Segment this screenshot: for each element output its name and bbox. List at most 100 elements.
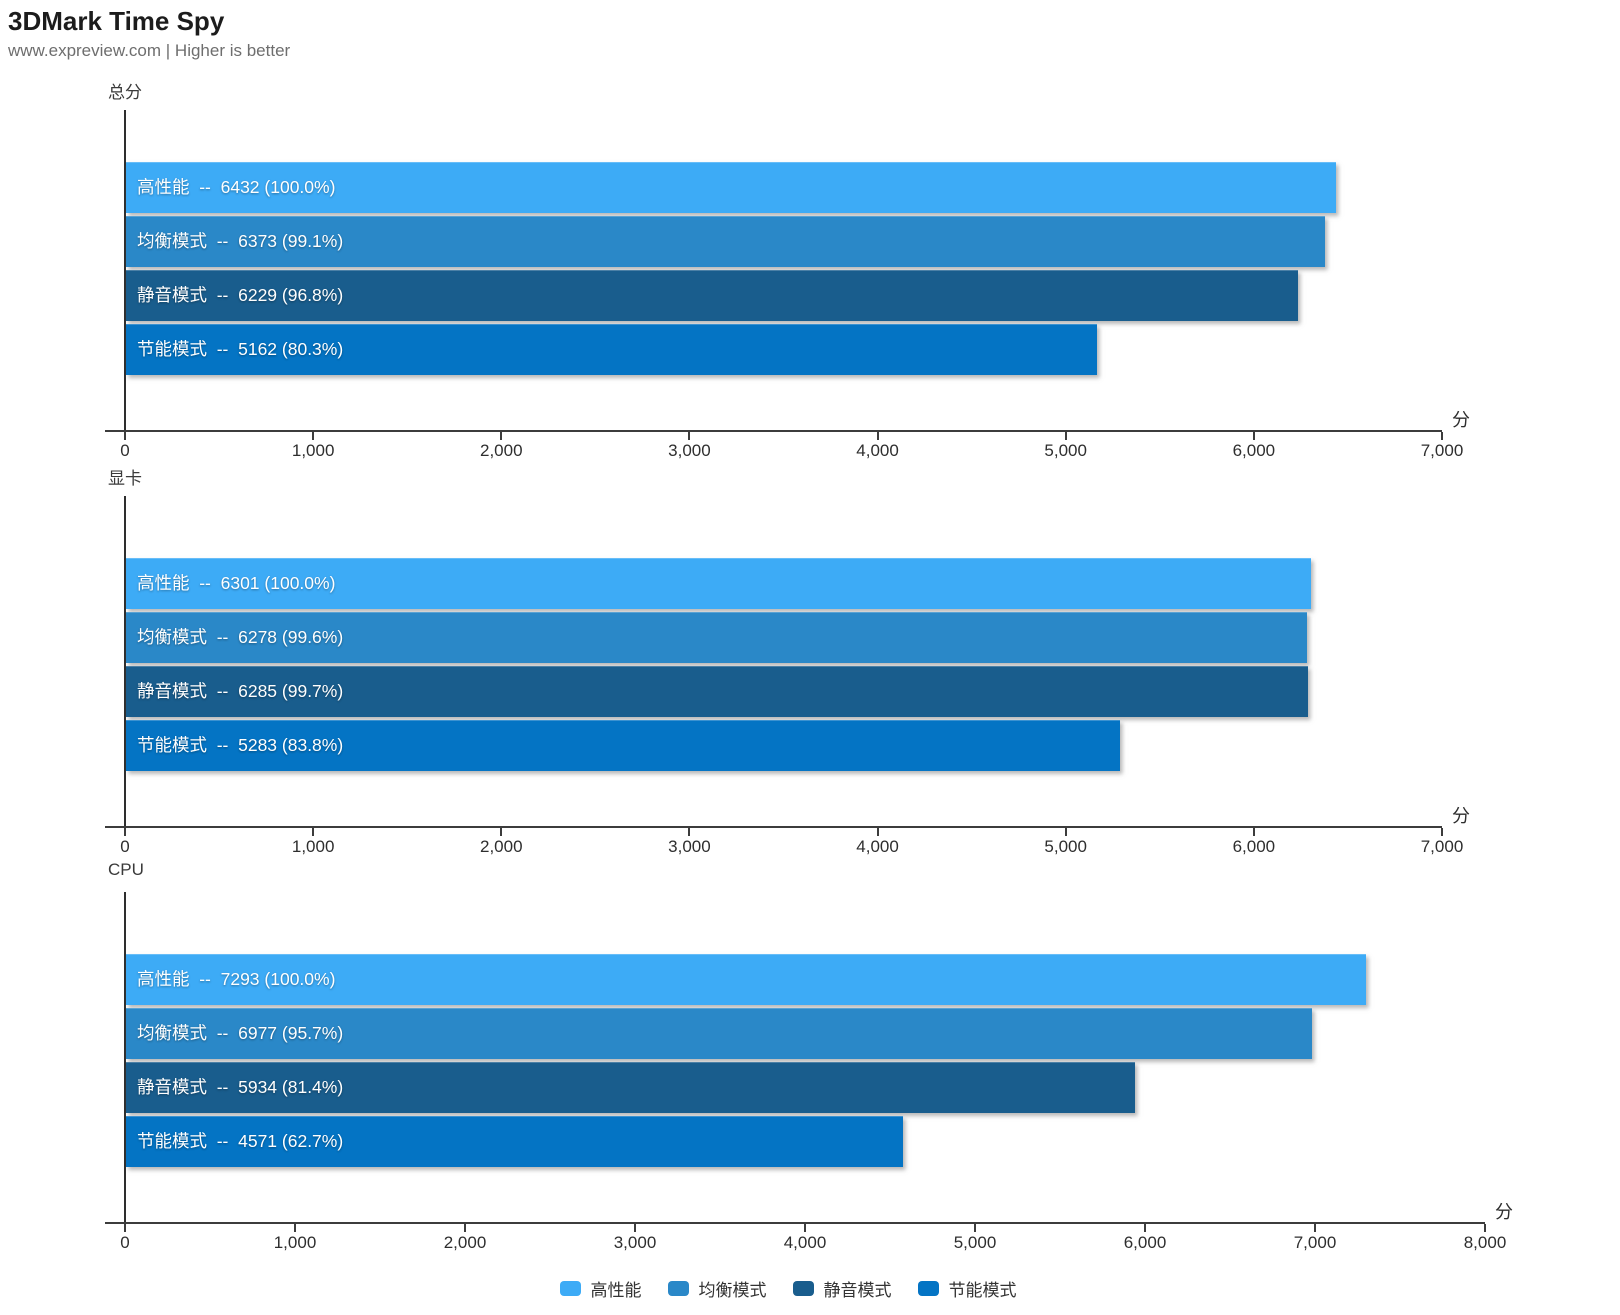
x-axis-tick [294,1224,296,1233]
x-axis-tick [1314,1224,1316,1233]
chart-title: 显卡 [108,469,142,489]
x-axis-line [105,430,1442,433]
x-axis: 0 1,000 2,000 3,000 4,000 5,000 6,000 7,000 分 [105,410,1620,464]
bar-label: 高性能 -- 7293 (100.0%) [137,969,336,990]
x-axis-tick-label: 6,000 [1232,441,1276,461]
x-axis-tick-label: 5,000 [1044,441,1087,461]
x-axis-tick [464,1224,466,1233]
x-axis-tick [634,1224,636,1233]
x-axis-tick [500,828,503,837]
legend-swatch [667,1281,689,1297]
x-axis-tick [876,828,879,837]
plot-area: 高性能 -- 7293 (100.0%) 均衡模式 -- 6977 (95.7%)… [124,892,1620,1223]
legend-label: 高性能 [590,1281,642,1301]
x-axis-tick-label: 7,000 [1420,441,1464,461]
bar-label: 均衡模式 -- 6977 (95.7%) [137,1023,344,1044]
x-axis: 0 1,000 2,000 3,000 4,000 5,000 6,000 7,000 8,00… [105,1202,1620,1256]
legend-swatch [559,1281,581,1297]
legend-label: 静音模式 [823,1281,892,1301]
x-axis-tick-label: 7,000 [1420,837,1464,857]
x-axis-tick-label: 4,000 [856,441,899,461]
chart-section-2: 显卡高性能 -- 6301 (100.0%) 均衡模式 -- 6278 (99.6… [8,464,1620,860]
bar-label: 静音模式 -- 6229 (96.8%) [137,285,344,306]
bar-label: 均衡模式 -- 6373 (99.1%) [137,231,344,252]
x-axis-tick-label: 1,000 [291,441,335,461]
bar-均衡模式: 均衡模式 -- 6373 (99.1%) [126,216,1325,268]
x-axis-tick-label: 0 [120,1233,130,1253]
x-axis-tick-label: 0 [120,441,130,461]
legend-item-节能模式: 节能模式 [917,1276,1017,1301]
x-axis-tick [500,432,503,441]
chart-title: 总分 [108,83,142,103]
x-axis-tick [1252,432,1255,441]
x-axis-tick [124,828,126,837]
x-axis-tick-label: 0 [120,837,130,857]
x-axis-tick-label: 2,000 [480,441,523,461]
x-axis-tick [1064,432,1067,441]
x-axis-tick-label: 1,000 [291,837,335,857]
bar-均衡模式: 均衡模式 -- 6977 (95.7%) [126,1008,1312,1060]
bar-静音模式: 静音模式 -- 6229 (96.8%) [126,270,1298,322]
x-axis-tick [1064,828,1067,837]
x-axis-tick [1441,828,1443,837]
page-subtitle: www.expreview.com | Higher is better [8,41,291,61]
bar-label: 节能模式 -- 4571 (62.7%) [137,1131,344,1152]
bar-label: 静音模式 -- 6285 (99.7%) [137,681,344,702]
chart-section-3: CPU 高性能 -- 7293 (100.0%) 均衡模式 -- 6977 (95.… [8,860,1620,1256]
bar-高性能: 高性能 -- 6301 (100.0%) [126,558,1311,610]
x-axis-tick-label: 3,000 [613,1233,657,1253]
x-axis-tick-label: 6,000 [1232,837,1276,857]
x-axis-tick-label: 6,000 [1123,1233,1167,1253]
legend-swatch [917,1281,939,1297]
x-axis-tick [312,432,315,441]
plot-area: 高性能 -- 6432 (100.0%) 均衡模式 -- 6373 (99.1%)… [124,110,1620,431]
legend-item-均衡模式: 均衡模式 [667,1276,767,1301]
bar-label: 高性能 -- 6301 (100.0%) [137,573,336,594]
x-axis-tick [1252,828,1255,837]
x-axis-tick [124,1224,126,1233]
x-axis-line [105,826,1442,829]
x-axis-line [105,1222,1485,1225]
legend-label: 节能模式 [948,1281,1017,1301]
bar-label: 节能模式 -- 5162 (80.3%) [137,339,344,360]
legend-label: 均衡模式 [698,1281,767,1301]
x-axis: 0 1,000 2,000 3,000 4,000 5,000 6,000 7,000 分 [105,806,1620,860]
bar-label: 静音模式 -- 5934 (81.4%) [137,1077,344,1098]
bar-静音模式: 静音模式 -- 6285 (99.7%) [126,666,1308,718]
bar-高性能: 高性能 -- 7293 (100.0%) [126,954,1366,1006]
bar-均衡模式: 均衡模式 -- 6278 (99.6%) [126,612,1307,664]
x-axis-tick [1144,1224,1146,1233]
x-axis-tick-label: 5,000 [953,1233,997,1253]
legend-swatch [792,1281,814,1297]
bar-节能模式: 节能模式 -- 5162 (80.3%) [126,324,1097,376]
chart-section-1: 总分高性能 -- 6432 (100.0%) 均衡模式 -- 6373 (99.1… [8,78,1620,464]
axis-unit-label: 分 [1495,1202,1513,1223]
x-axis-tick [974,1224,976,1233]
bar-静音模式: 静音模式 -- 5934 (81.4%) [126,1062,1135,1114]
x-axis-tick-label: 4,000 [856,837,899,857]
chart-title: CPU [108,860,144,880]
x-axis-tick-label: 7,000 [1293,1233,1337,1253]
x-axis-tick-label: 8,000 [1463,1233,1507,1253]
legend-item-静音模式: 静音模式 [792,1276,892,1301]
charts: 总分高性能 -- 6432 (100.0%) 均衡模式 -- 6373 (99.1… [8,78,1620,1256]
bar-节能模式: 节能模式 -- 5283 (83.8%) [126,720,1120,772]
plot-area: 高性能 -- 6301 (100.0%) 均衡模式 -- 6278 (99.6%)… [124,496,1620,827]
x-axis-tick-label: 2,000 [480,837,523,857]
x-axis-tick-label: 1,000 [273,1233,317,1253]
page-title: 3DMark Time Spy [8,6,225,36]
bar-高性能: 高性能 -- 6432 (100.0%) [126,162,1336,214]
x-axis-tick [876,432,879,441]
axis-unit-label: 分 [1452,806,1470,827]
x-axis-tick-label: 4,000 [783,1233,827,1253]
legend: 高性能 均衡模式 静音模式 节能模式 [8,1276,1568,1301]
x-axis-tick-label: 3,000 [668,441,711,461]
bar-节能模式: 节能模式 -- 4571 (62.7%) [126,1116,903,1168]
x-axis-tick-label: 3,000 [668,837,711,857]
bar-label: 节能模式 -- 5283 (83.8%) [137,735,344,756]
axis-unit-label: 分 [1452,410,1470,431]
x-axis-tick [688,432,691,441]
x-axis-tick [312,828,315,837]
legend-item-高性能: 高性能 [559,1276,642,1301]
